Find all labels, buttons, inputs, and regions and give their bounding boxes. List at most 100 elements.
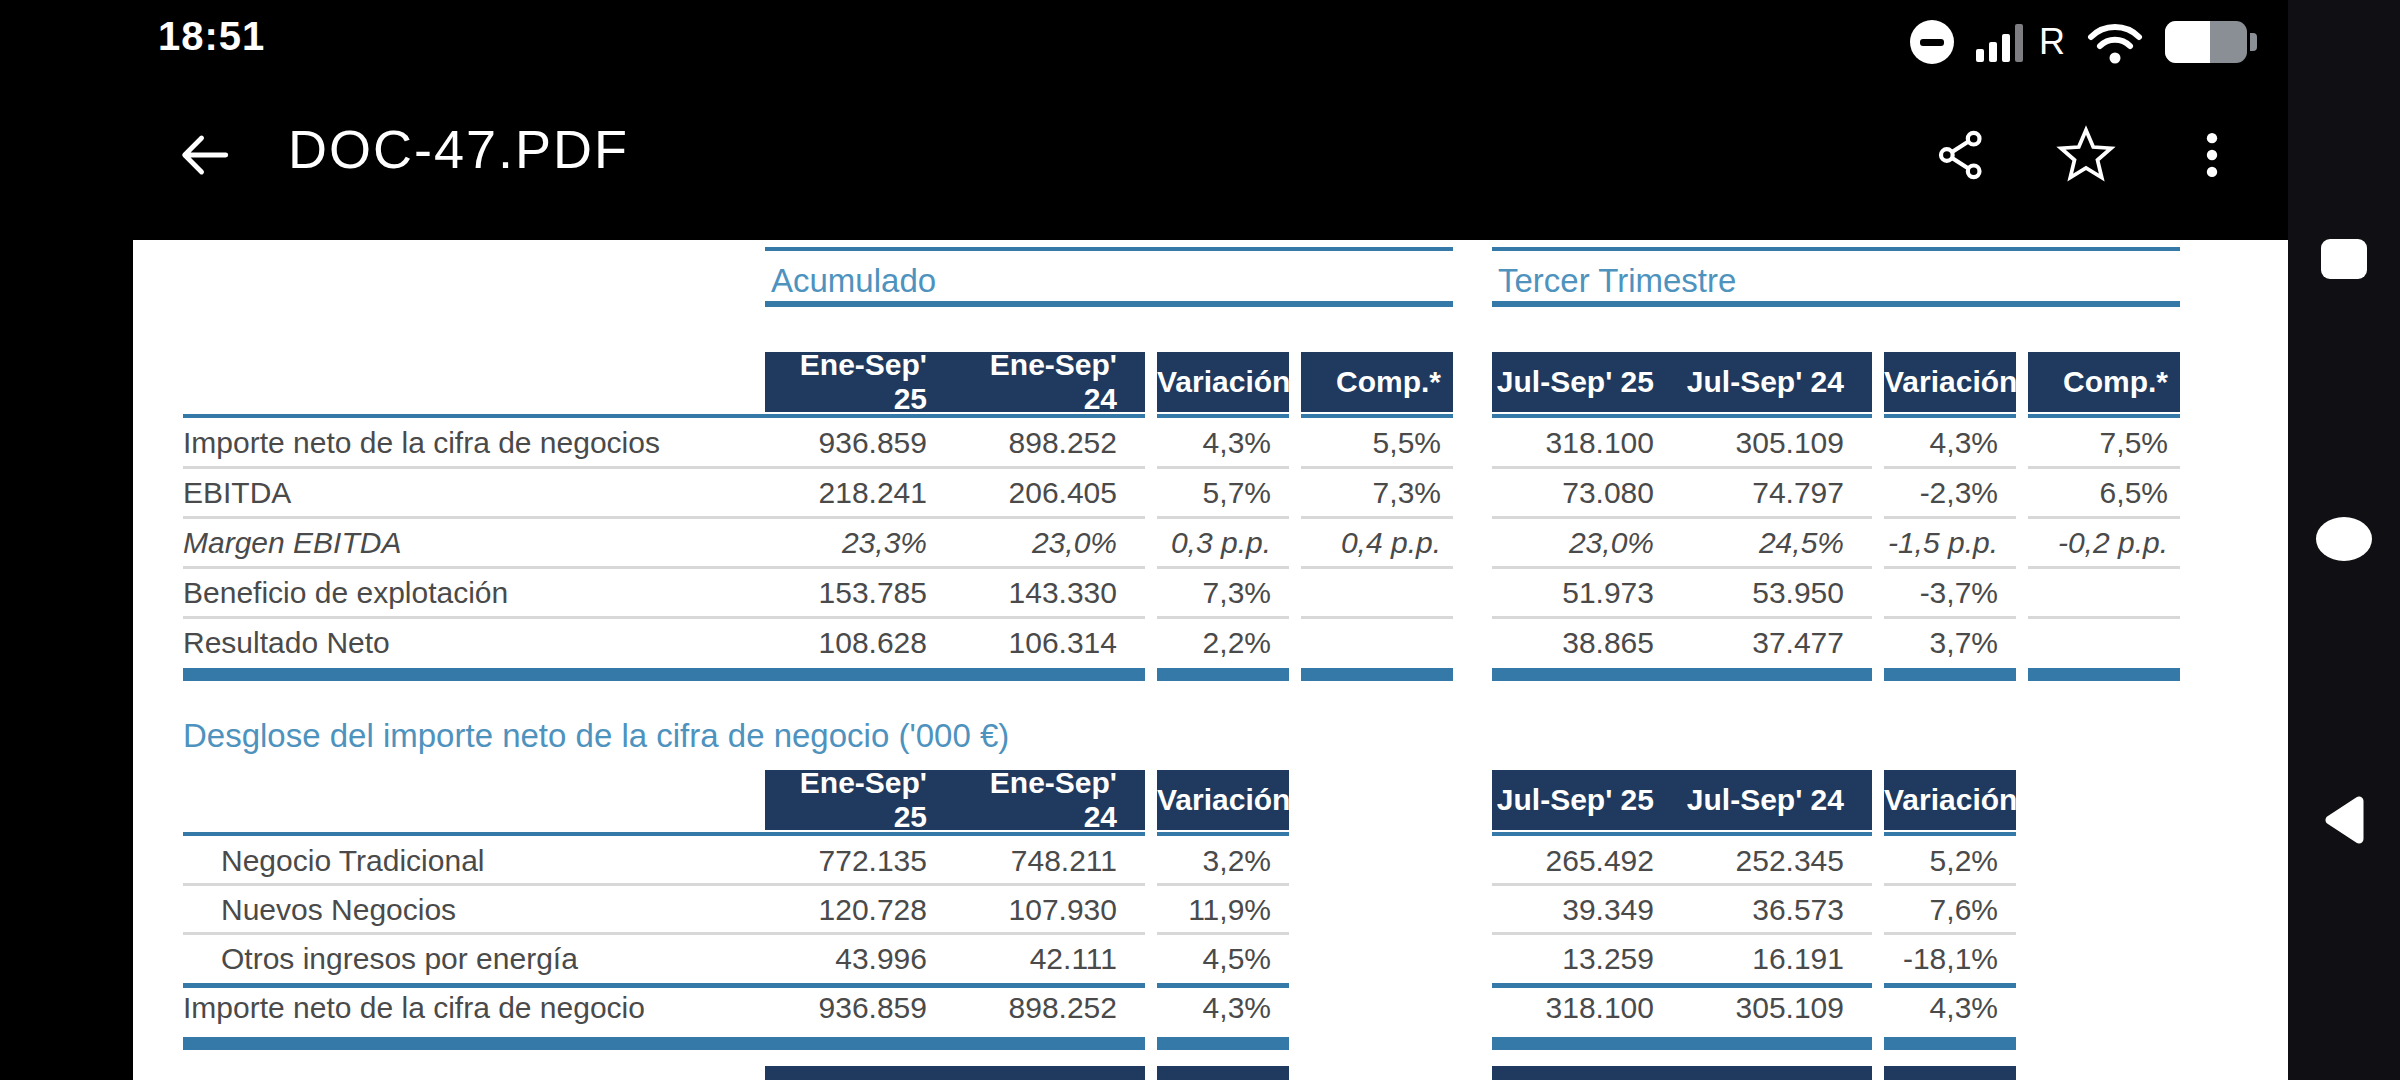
value-cell: 143.330: [955, 568, 1145, 618]
next-table-header-partial: [765, 1066, 1145, 1080]
column-header: Ene-Sep' 25: [765, 348, 955, 416]
rule: [765, 247, 1453, 251]
roaming-indicator: R: [2039, 21, 2065, 63]
nav-back-button[interactable]: [2288, 795, 2400, 845]
back-arrow-icon: [175, 126, 233, 184]
column-header: Variación: [1157, 365, 1289, 399]
column-header: Jul-Sep' 25: [1492, 783, 1682, 817]
value-cell: -18,1%: [1884, 934, 2016, 983]
row-label: Importe neto de la cifra de negocios: [183, 418, 743, 468]
value-cell: 3,7%: [1884, 618, 2016, 668]
table-bottom-bar: [183, 668, 1145, 681]
value-cell: 936.859: [765, 418, 955, 468]
table-row: Margen EBITDA23,3%23,0%0,3 p.p.0,4 p.p.2…: [133, 518, 2288, 568]
value-cell: 74.797: [1682, 468, 1872, 518]
value-cell: 936.859: [765, 983, 955, 1032]
value-cell: -0,2 p.p.: [2028, 518, 2180, 568]
row-label: Margen EBITDA: [183, 518, 743, 568]
value-cell: 11,9%: [1157, 885, 1289, 934]
row-label: Beneficio de explotación: [183, 568, 743, 618]
section2-title: Desglose del importe neto de la cifra de…: [183, 717, 1009, 755]
recents-button[interactable]: [2288, 239, 2400, 279]
column-header: Ene-Sep' 24: [955, 766, 1145, 834]
back-button[interactable]: [168, 119, 240, 191]
value-cell: 7,5%: [2028, 418, 2180, 468]
table-bottom-bar: [183, 1037, 1145, 1050]
android-screen: 18:51 R DOC-47.PDF: [0, 0, 2400, 1080]
overflow-menu-button[interactable]: [2176, 119, 2248, 191]
column-header: Variación: [1884, 783, 2016, 817]
value-cell: 772.135: [765, 836, 955, 885]
rule: [765, 301, 1453, 307]
rule: [1492, 301, 2180, 307]
row-label: Importe neto de la cifra de negocio: [183, 983, 743, 1032]
value-cell: 7,3%: [1301, 468, 1453, 518]
row-label: Resultado Neto: [183, 618, 743, 668]
value-cell: [1301, 568, 1453, 618]
value-cell: 218.241: [765, 468, 955, 518]
table-bottom-bar: [1157, 1037, 1289, 1050]
status-icons: R: [1910, 18, 2257, 66]
column-header-block: Ene-Sep' 25Ene-Sep' 24: [765, 770, 1145, 830]
table-row: Importe neto de la cifra de negocios 936.…: [133, 418, 2288, 468]
rule: [1492, 247, 2180, 251]
total-row-topline: [1492, 983, 1872, 988]
value-cell: 318.100: [1492, 983, 1682, 1032]
wifi-icon: [2087, 19, 2143, 65]
total-row-topline: [1157, 983, 1289, 988]
table-row: EBITDA218.241206.4055,7%7,3%73.08074.797…: [133, 468, 2288, 518]
section1-left-title: Acumulado: [771, 262, 936, 300]
table-bottom-bar: [1301, 668, 1453, 681]
table-row: Otros ingresos por energía43.99642.1114,…: [133, 934, 2288, 983]
value-cell: 36.573: [1682, 885, 1872, 934]
table-bottom-bar: [1157, 668, 1289, 681]
value-cell: -1,5 p.p.: [1884, 518, 2016, 568]
value-cell: 107.930: [955, 885, 1145, 934]
column-header-block: Jul-Sep' 25Jul-Sep' 24: [1492, 770, 1872, 830]
value-cell: 53.950: [1682, 568, 1872, 618]
favorite-button[interactable]: [2050, 119, 2122, 191]
value-cell: 120.728: [765, 885, 955, 934]
share-button[interactable]: [1926, 119, 1998, 191]
column-header: Jul-Sep' 24: [1682, 783, 1872, 817]
kebab-menu-icon: [2185, 128, 2239, 182]
value-cell: 106.314: [955, 618, 1145, 668]
value-cell: 3,2%: [1157, 836, 1289, 885]
column-header: Jul-Sep' 25: [1492, 365, 1682, 399]
value-cell: 5,7%: [1157, 468, 1289, 518]
value-cell: 42.111: [955, 934, 1145, 983]
pdf-page[interactable]: Acumulado Tercer Trimestre Desglose del …: [133, 240, 2288, 1080]
home-icon: [2316, 517, 2372, 561]
value-cell: [2028, 618, 2180, 668]
value-cell: 206.405: [955, 468, 1145, 518]
value-cell: 38.865: [1492, 618, 1682, 668]
value-cell: 318.100: [1492, 418, 1682, 468]
value-cell: 898.252: [955, 983, 1145, 1032]
share-icon: [1934, 127, 1990, 183]
nav-back-icon: [2322, 795, 2366, 845]
column-header-block: Jul-Sep' 25Jul-Sep' 24: [1492, 352, 1872, 412]
value-cell: 43.996: [765, 934, 955, 983]
column-header-block: Variación: [1157, 352, 1289, 412]
column-header: Variación: [1884, 365, 2016, 399]
column-header-block: Variación: [1157, 770, 1289, 830]
value-cell: 5,5%: [1301, 418, 1453, 468]
navigation-rail: [2288, 0, 2400, 1080]
value-cell: 51.973: [1492, 568, 1682, 618]
value-cell: 23,0%: [1492, 518, 1682, 568]
value-cell: -2,3%: [1884, 468, 2016, 518]
value-cell: 13.259: [1492, 934, 1682, 983]
value-cell: 5,2%: [1884, 836, 2016, 885]
column-header: Ene-Sep' 24: [955, 348, 1145, 416]
section1-right-title: Tercer Trimestre: [1498, 262, 1736, 300]
column-header-block: Comp.*: [1301, 352, 1453, 412]
status-clock: 18:51: [158, 14, 265, 59]
value-cell: 4,3%: [1884, 983, 2016, 1032]
home-button[interactable]: [2288, 517, 2400, 561]
row-label: Otros ingresos por energía: [221, 934, 781, 983]
row-label: EBITDA: [183, 468, 743, 518]
document-title: DOC-47.PDF: [288, 118, 629, 180]
value-cell: 4,3%: [1157, 983, 1289, 1032]
value-cell: 39.349: [1492, 885, 1682, 934]
value-cell: [2028, 568, 2180, 618]
